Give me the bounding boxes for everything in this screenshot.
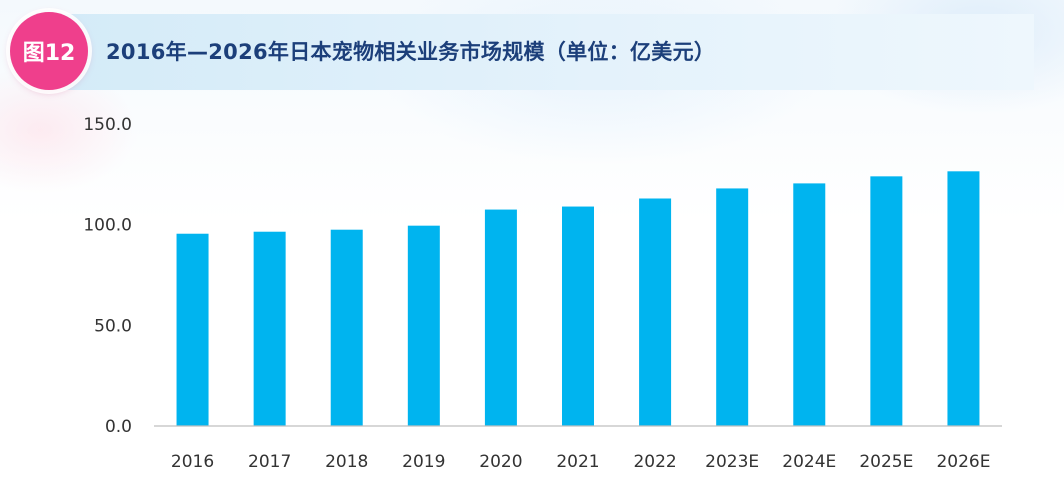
x-tick-label: 2017: [248, 452, 291, 472]
x-tick-label: 2019: [402, 452, 445, 472]
bar-series: [176, 171, 980, 426]
y-tick-label: 100.0: [83, 216, 132, 236]
bar-2023E: [716, 188, 749, 426]
bar-2026E: [947, 171, 980, 426]
y-tick-label: 50.0: [94, 316, 132, 336]
x-tick-label: 2021: [556, 452, 599, 472]
x-axis: 2016 2017 2018 2019 2020 2021 2022 2023E 2024E 20…: [171, 452, 991, 472]
bar-2020: [484, 209, 517, 426]
x-tick-label: 2016: [171, 452, 214, 472]
chart-title: 2016年—2026年日本宠物相关业务市场规模（单位：亿美元）: [106, 40, 716, 64]
bar-2022: [639, 198, 672, 426]
x-tick-label: 2025E: [859, 452, 913, 472]
x-tick-label: 2020: [479, 452, 522, 472]
bar-2017: [253, 231, 286, 426]
bar-2024E: [793, 183, 826, 426]
y-tick-label: 150.0: [83, 115, 132, 135]
bar-2025E: [870, 176, 903, 426]
y-tick-label: 0.0: [105, 417, 132, 437]
y-axis: 0.0 50.0 100.0 150.0: [83, 115, 132, 437]
title-band: [64, 14, 1034, 90]
x-tick-label: 2018: [325, 452, 368, 472]
x-tick-label: 2024E: [782, 452, 836, 472]
x-tick-label: 2022: [633, 452, 676, 472]
bar-2021: [562, 206, 594, 426]
bar-2019: [407, 225, 440, 426]
bar-2016: [176, 233, 209, 426]
bar-2018: [330, 229, 363, 426]
figure-badge: 图12: [10, 12, 88, 90]
x-tick-label: 2023E: [705, 452, 759, 472]
x-tick-label: 2026E: [936, 452, 990, 472]
